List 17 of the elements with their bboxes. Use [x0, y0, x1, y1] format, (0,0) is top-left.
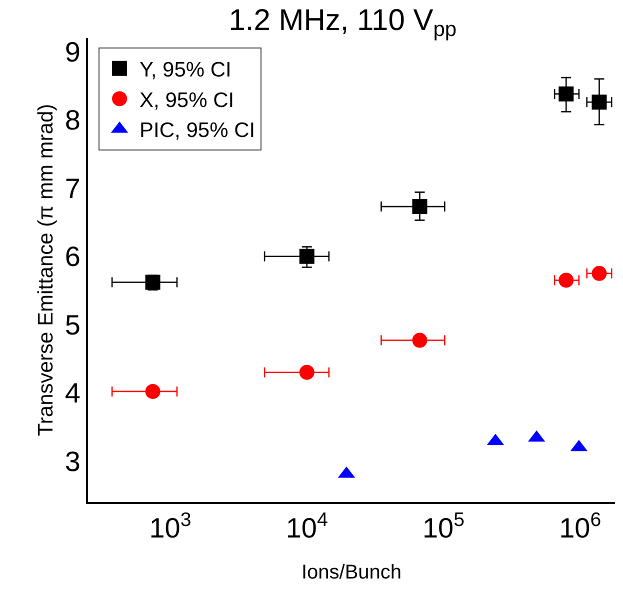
x-tick-label: 10$^{4}$	[286, 508, 328, 544]
y-tick-label: 9	[64, 36, 80, 68]
y-tick-label: 4	[64, 378, 80, 409]
x-tick-label: 10$^{3}$	[149, 508, 192, 544]
y-axis-title: Transverse Emittance (π mm mrad)	[34, 104, 58, 436]
y-tick-label: 6	[64, 241, 80, 272]
legend-label: X, 95% CI	[140, 88, 234, 112]
x-tick-label: 10$^{6}$	[559, 508, 602, 544]
x-axis-title: Ions/Bunch	[301, 562, 402, 584]
y-tick-label: 8	[64, 104, 80, 136]
chart-title: 1.2 MHz, 110 V$_{pp}$	[228, 4, 457, 42]
y-tick-label: 7	[64, 172, 80, 204]
y-tick-label: 5	[64, 309, 80, 340]
y-tick-label: 3	[64, 446, 80, 477]
legend-label: Y, 95% CI	[140, 58, 232, 82]
x-tick-label: 10$^{5}$	[422, 508, 465, 544]
legend-label: PIC, 95% CI	[140, 119, 256, 142]
